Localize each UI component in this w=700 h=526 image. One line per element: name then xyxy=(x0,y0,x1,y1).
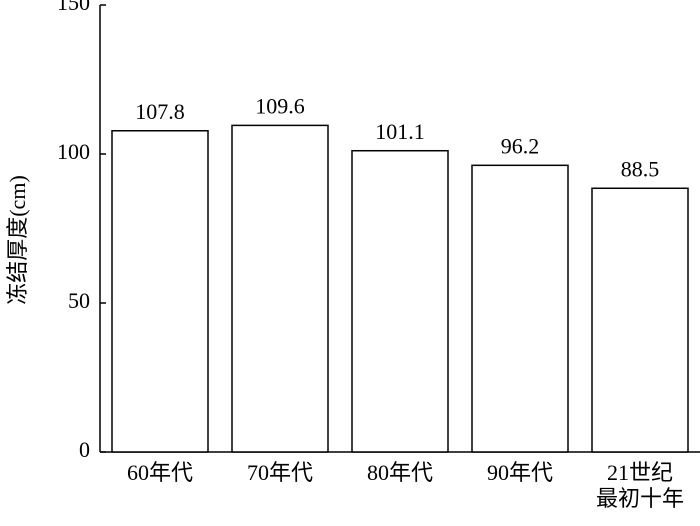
x-tick-label: 21世纪 最初十年 xyxy=(595,460,684,511)
value-label: 88.5 xyxy=(621,156,660,181)
y-axis-label: 冻结厚度(cm) xyxy=(5,175,30,305)
x-tick-label: 90年代 xyxy=(486,460,553,485)
bar xyxy=(111,130,209,453)
bar xyxy=(591,187,689,453)
value-label: 101.1 xyxy=(375,119,425,144)
x-tick-label: 60年代 xyxy=(126,460,193,485)
y-tick-label: 150 xyxy=(57,0,90,15)
value-label: 107.8 xyxy=(135,99,185,124)
value-label: 109.6 xyxy=(255,93,305,118)
y-tick-label: 100 xyxy=(57,139,90,164)
bar xyxy=(351,149,449,453)
value-label: 96.2 xyxy=(501,133,540,158)
x-tick-label: 70年代 xyxy=(246,460,313,485)
x-tick-label: 80年代 xyxy=(366,460,433,485)
y-tick-label: 0 xyxy=(79,437,90,462)
y-tick-label: 50 xyxy=(68,288,90,313)
bar xyxy=(231,124,329,453)
bar xyxy=(471,164,569,453)
